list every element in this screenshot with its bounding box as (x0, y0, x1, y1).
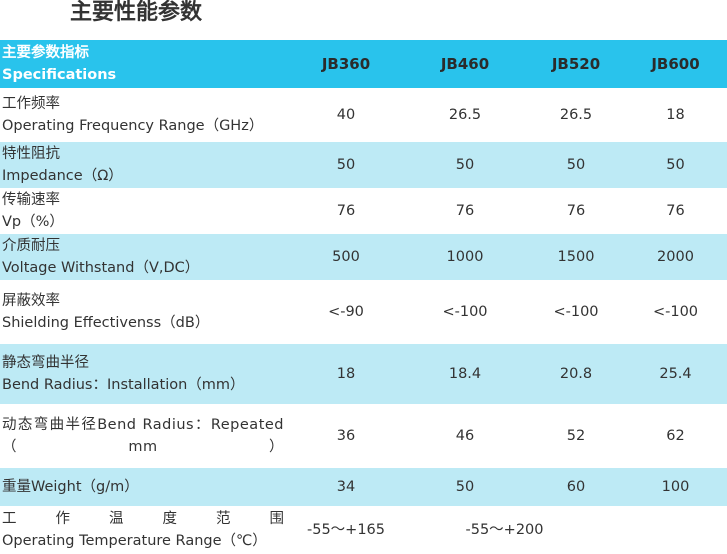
value-cell: 76 (402, 188, 528, 234)
table-row-weight: 重量Weight（g/m） 34 50 60 100 (0, 468, 727, 506)
row-label-en: Vp（%） (2, 214, 64, 230)
row-label-zh: 特性阻抗 (2, 146, 60, 162)
row-label-cell: 介质耐压 Voltage Withstand（V,DC） (0, 234, 290, 280)
value-cell: 40 (290, 88, 402, 142)
value-cell: 52 (528, 404, 624, 468)
value-cell: 76 (528, 188, 624, 234)
page-title: 主要性能参数 (70, 0, 203, 25)
header-label-zh: 主要参数指标 (2, 45, 89, 61)
value-cell: -55～+165 (290, 506, 402, 554)
value-cell: -55～+200 (402, 506, 727, 554)
table-row-impedance: 特性阻抗 Impedance（Ω） 50 50 50 50 (0, 142, 727, 188)
header-model-jb460: JB460 (402, 40, 528, 88)
row-label-cell: 传输速率 Vp（%） (0, 188, 290, 234)
value-cell: 50 (528, 142, 624, 188)
header-model-jb520: JB520 (528, 40, 624, 88)
specifications-table: 主要参数指标 Specifications JB360 JB460 JB520 … (0, 40, 727, 554)
header-model-jb360: JB360 (290, 40, 402, 88)
value-cell: 100 (624, 468, 727, 506)
row-label-en: Bend Radius：Installation（mm） (2, 377, 245, 393)
row-label-text: 动态弯曲半径Bend Radius：Repeated（mm） (2, 417, 284, 455)
row-label-zh: 屏蔽效率 (2, 293, 60, 309)
value-cell: 1500 (528, 234, 624, 280)
table-row-velocity: 传输速率 Vp（%） 76 76 76 76 (0, 188, 727, 234)
value-cell: <-90 (290, 280, 402, 344)
row-label-en: Shielding Effectivenss（dB） (2, 315, 210, 331)
value-cell: 18 (290, 344, 402, 404)
value-cell: 46 (402, 404, 528, 468)
row-label-cell: 工作温度范围 Operating Temperature Range（℃） (0, 506, 290, 554)
value-cell: 18 (624, 88, 727, 142)
row-label-zh: 静态弯曲半径 (2, 355, 89, 371)
row-label-en: Voltage Withstand（V,DC） (2, 260, 200, 276)
row-label-cell: 重量Weight（g/m） (0, 468, 290, 506)
value-cell: 34 (290, 468, 402, 506)
row-label-cell: 屏蔽效率 Shielding Effectivenss（dB） (0, 280, 290, 344)
table-row-frequency: 工作频率 Operating Frequency Range（GHz） 40 2… (0, 88, 727, 142)
row-label-cell: 工作频率 Operating Frequency Range（GHz） (0, 88, 290, 142)
value-cell: 50 (624, 142, 727, 188)
value-cell: 50 (402, 142, 528, 188)
row-label-en: Operating Temperature Range（℃） (2, 533, 267, 549)
row-label-zh: 介质耐压 (2, 238, 60, 254)
row-label-zh: 工作频率 (2, 96, 60, 112)
value-cell: 62 (624, 404, 727, 468)
value-cell: 2000 (624, 234, 727, 280)
table-row-bend-installation: 静态弯曲半径 Bend Radius：Installation（mm） 18 1… (0, 344, 727, 404)
value-cell: 50 (290, 142, 402, 188)
value-cell: <-100 (402, 280, 528, 344)
header-label-cell: 主要参数指标 Specifications (0, 40, 290, 88)
table-row-shielding: 屏蔽效率 Shielding Effectivenss（dB） <-90 <-1… (0, 280, 727, 344)
value-cell: 76 (624, 188, 727, 234)
value-cell: 26.5 (528, 88, 624, 142)
row-label-cell: 动态弯曲半径Bend Radius：Repeated（mm） (0, 404, 290, 468)
header-label-en: Specifications (2, 67, 117, 83)
row-label-zh: 工作温度范围 (2, 511, 284, 527)
table-row-voltage: 介质耐压 Voltage Withstand（V,DC） 500 1000 15… (0, 234, 727, 280)
value-cell: 60 (528, 468, 624, 506)
value-cell: <-100 (528, 280, 624, 344)
value-cell: 500 (290, 234, 402, 280)
row-label-text: 重量Weight（g/m） (2, 479, 139, 495)
value-cell: 50 (402, 468, 528, 506)
value-cell: 36 (290, 404, 402, 468)
value-cell: 1000 (402, 234, 528, 280)
row-label-zh: 传输速率 (2, 192, 60, 208)
value-cell: 18.4 (402, 344, 528, 404)
row-label-en: Impedance（Ω） (2, 168, 123, 184)
row-label-en: Operating Frequency Range（GHz） (2, 118, 264, 134)
value-cell: 25.4 (624, 344, 727, 404)
row-label-cell: 特性阻抗 Impedance（Ω） (0, 142, 290, 188)
header-model-jb600: JB600 (624, 40, 727, 88)
value-cell: 26.5 (402, 88, 528, 142)
table-header-row: 主要参数指标 Specifications JB360 JB460 JB520 … (0, 40, 727, 88)
row-label-cell: 静态弯曲半径 Bend Radius：Installation（mm） (0, 344, 290, 404)
value-cell: 76 (290, 188, 402, 234)
table-row-bend-repeated: 动态弯曲半径Bend Radius：Repeated（mm） 36 46 52 … (0, 404, 727, 468)
value-cell: <-100 (624, 280, 727, 344)
value-cell: 20.8 (528, 344, 624, 404)
table-row-temperature: 工作温度范围 Operating Temperature Range（℃） -5… (0, 506, 727, 554)
